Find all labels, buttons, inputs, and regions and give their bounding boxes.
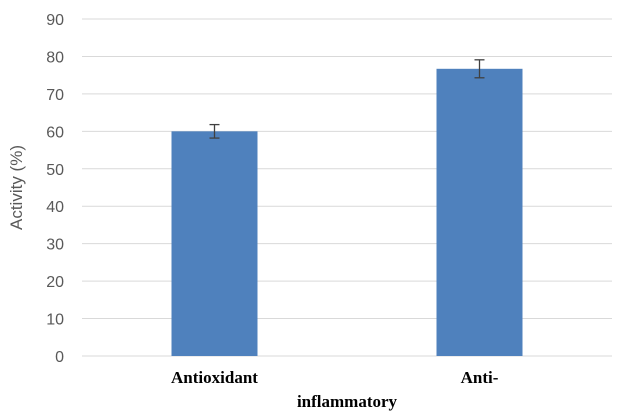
category-label: inflammatory: [297, 392, 398, 411]
error-bars: [209, 59, 485, 139]
bar-1: [436, 68, 523, 356]
y-axis-ticks: 0 10 20 30 40 50 60 70 80 90: [46, 12, 64, 366]
y-tick-label: 0: [55, 349, 64, 366]
y-tick-label: 30: [46, 237, 64, 254]
y-tick-label: 10: [46, 312, 64, 329]
y-tick-label: 40: [46, 199, 64, 216]
y-tick-label: 70: [46, 87, 64, 104]
category-label: Antioxidant: [171, 368, 258, 387]
category-label: Anti-: [461, 368, 499, 387]
y-tick-label: 50: [46, 162, 64, 179]
y-axis-title: Activity (%): [7, 145, 26, 230]
y-tick-label: 90: [46, 12, 64, 29]
gridlines: [82, 18, 612, 320]
y-tick-label: 20: [46, 274, 64, 291]
bars: [171, 68, 523, 356]
category-labels: Antioxidant Anti-inflammatory: [171, 368, 499, 411]
bar-0: [171, 131, 258, 356]
y-tick-label: 80: [46, 49, 64, 66]
y-tick-label: 60: [46, 124, 64, 141]
